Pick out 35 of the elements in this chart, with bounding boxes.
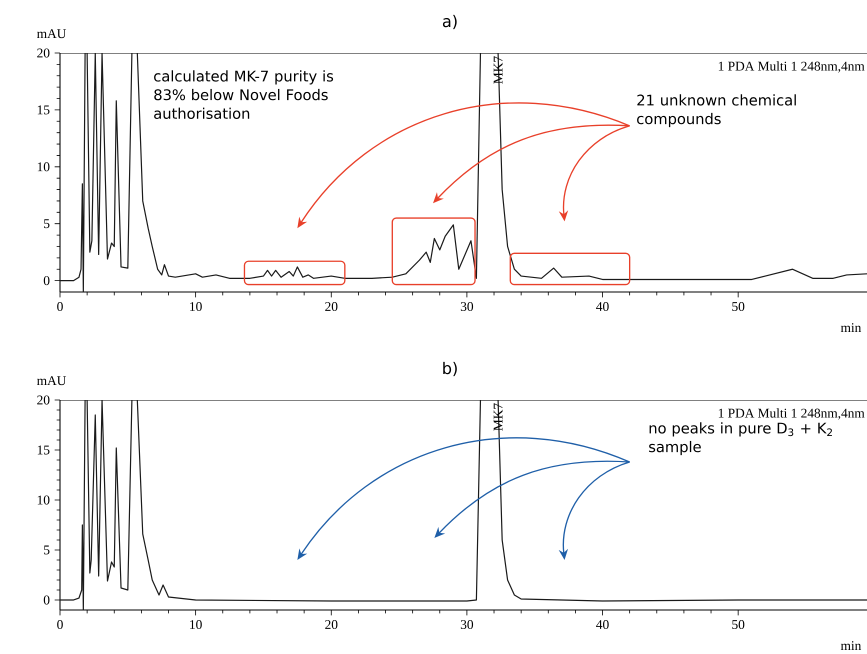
y-tick-label: 10 (38, 496, 50, 504)
annotation: 21 unknown chemical compounds (637, 94, 796, 128)
chart-title: b) (443, 362, 457, 376)
x-tick-label: 40 (596, 620, 609, 630)
y-tick-label: 5 (44, 219, 50, 228)
x-tick-label: 20 (325, 302, 338, 312)
x-axis-title: min (840, 323, 862, 332)
y-tick-label: 20 (37, 396, 50, 404)
y-tick-label: 20 (37, 48, 50, 58)
x-tick-label: 50 (732, 620, 744, 630)
x-tick-label: 30 (460, 302, 474, 312)
x-tick-label: 30 (460, 620, 474, 630)
y-axis-title: mAU (36, 376, 66, 386)
x-tick-label: 10 (190, 302, 202, 312)
y-tick-label: 0 (44, 596, 50, 604)
y-tick-label: 10 (38, 162, 50, 172)
x-tick-label: 40 (596, 302, 609, 312)
x-tick-label: 50 (732, 302, 744, 312)
y-tick-label: 15 (38, 446, 50, 454)
x-tick-label: 0 (57, 620, 63, 630)
x-tick-label: 20 (325, 620, 338, 630)
annotation: 1 PDA Multi 1 248nm,4nm (718, 61, 865, 73)
annotation: MK7 (494, 56, 502, 84)
chart-title: a) (442, 14, 457, 30)
x-axis-title: min (840, 641, 862, 650)
y-tick-label: 0 (44, 276, 50, 286)
x-tick-label: 10 (190, 620, 202, 630)
x-tick-label: 0 (57, 302, 63, 312)
y-tick-label: 5 (44, 546, 50, 554)
annotation: calculated MK-7 purity is 83% below Novel Foods authorisation (154, 70, 334, 119)
text: no peaks in pure D$_{3}$ + K$_{2}$ sample (649, 422, 832, 456)
annotation: 1 PDA Multi 1 248nm,4nm (718, 408, 865, 420)
y-tick-label: 15 (38, 105, 50, 114)
annotation: MK7 (494, 403, 502, 431)
y-axis-title: mAU (36, 29, 66, 38)
